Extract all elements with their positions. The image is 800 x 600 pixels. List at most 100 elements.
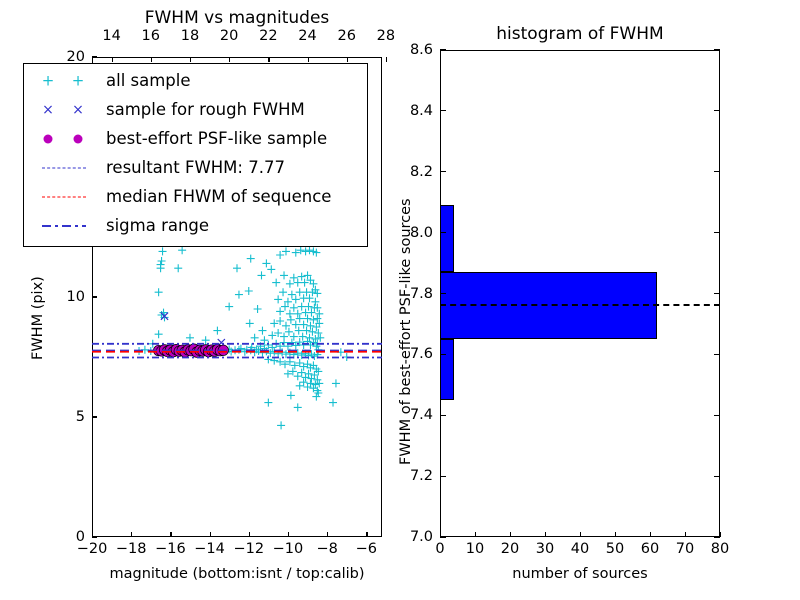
left-xtick-bottom-6: −8 [316, 541, 338, 557]
left-xtick-top-3: 20 [219, 28, 239, 44]
left-xtick-mark-top-2 [189, 57, 192, 62]
right-ylabel: FWHM of best-effort PSF-like sources [398, 198, 414, 465]
right-xtick-mark-2 [510, 532, 512, 537]
legend-entry-5[interactable]: sigma range [30, 213, 209, 239]
right-xtick-mark-5 [615, 532, 617, 537]
left-ylabel: FWHM (pix) [30, 276, 46, 360]
right-ytick-4: 7.8 [409, 285, 433, 302]
legend-entry-4[interactable]: median FHWM of sequence [30, 184, 331, 210]
right-xtick-mark-7 [685, 532, 687, 537]
right-xtick-mark-6 [650, 532, 652, 537]
left-xtick-top-1: 16 [141, 28, 161, 44]
left-xtick-mark-bottom-5 [287, 532, 290, 537]
right-panel-title: histogram of FWHM [496, 24, 664, 44]
right-xtick-1: 10 [465, 541, 485, 557]
right-xtick-mark-1 [475, 532, 477, 537]
dashdot-line-icon [42, 225, 86, 227]
legend-entry-0[interactable]: + + all sample [30, 68, 191, 94]
left-xtick-top-0: 14 [102, 28, 121, 44]
right-ytick-mark-r-2 [714, 414, 720, 416]
right-ytick-5: 8.0 [409, 224, 433, 241]
right-ytick-1: 7.2 [409, 468, 433, 485]
cross-icon: × [42, 102, 54, 118]
left-xtick-top-5: 24 [298, 28, 317, 44]
legend: + + all sample × × sample for rough FWHM best-… [23, 63, 368, 247]
left-xtick-mark-bottom-3 [209, 532, 211, 537]
legend-label: median FHWM of sequence [106, 187, 332, 206]
right-ytick-7: 8.4 [409, 102, 433, 119]
legend-marker-dot-icon [30, 126, 106, 152]
right-ytick-mark-r-6 [714, 171, 720, 173]
right-ytick-mark-5 [440, 232, 446, 234]
left-xtick-bottom-1: −18 [115, 541, 147, 557]
right-ytick-mark-r-0 [714, 536, 720, 538]
right-ytick-3: 7.6 [409, 346, 433, 363]
right-ytick-8: 8.6 [409, 42, 433, 58]
right-ytick-mark-r-4 [714, 292, 720, 295]
right-ytick-mark-r-7 [714, 110, 720, 112]
series-best-effort-PSF-like-sample [153, 343, 229, 358]
left-xtick-mark-top-7 [385, 57, 388, 62]
right-ytick-mark-4 [440, 292, 446, 295]
right-xtick-2: 20 [500, 541, 520, 557]
legend-marker-cross-icon: × × [30, 97, 106, 123]
left-xtick-mark-top-4 [268, 57, 270, 62]
legend-marker-dashed-icon [30, 184, 106, 210]
left-xtick-mark-top-0 [111, 57, 113, 62]
right-xtick-4: 40 [570, 541, 590, 557]
histogram-bar-2 [440, 205, 454, 273]
legend-entry-2[interactable]: best-effort PSF-like sample [30, 126, 327, 152]
dot-icon [43, 134, 53, 144]
legend-entry-3[interactable]: resultant FWHM: 7.77 [30, 155, 285, 181]
left-xtick-mark-bottom-6 [327, 532, 329, 537]
left-ytick-mark-0 [92, 536, 97, 538]
left-ytick-0: 0 [75, 529, 85, 545]
histogram-median-line [440, 304, 720, 307]
left-ytick-3: 20 [66, 49, 85, 65]
legend-label: sample for rough FWHM [106, 100, 305, 119]
left-ytick-1: 5 [75, 409, 85, 425]
right-xtick-7: 70 [675, 541, 695, 557]
left-xtick-bottom-7: −6 [355, 541, 377, 557]
legend-entry-1[interactable]: × × sample for rough FWHM [30, 97, 305, 123]
left-xtick-mark-top-5 [307, 57, 309, 62]
plus-icon: + [41, 71, 55, 90]
right-ytick-2: 7.4 [409, 407, 433, 424]
left-xtick-bottom-4: −12 [233, 541, 265, 557]
left-ytick-mark-1 [92, 416, 97, 418]
right-xtick-mark-0 [440, 532, 442, 537]
plus-icon: + [71, 71, 85, 90]
left-xtick-mark-top-3 [229, 57, 231, 62]
right-ytick-mark-8 [440, 49, 446, 51]
right-ytick-6: 8.2 [409, 163, 433, 180]
right-ytick-mark-0 [440, 536, 446, 538]
right-xtick-8: 80 [710, 541, 730, 557]
left-xtick-top-6: 26 [337, 28, 356, 44]
left-xtick-mark-bottom-2 [170, 532, 172, 537]
right-xlabel: number of sources [512, 566, 648, 582]
left-xtick-top-4: 22 [259, 28, 278, 44]
histogram-bar-0 [440, 339, 454, 401]
right-xtick-3: 30 [535, 541, 555, 557]
left-xtick-bottom-5: −10 [272, 541, 304, 557]
legend-label: all sample [106, 71, 191, 90]
left-xtick-mark-bottom-1 [131, 532, 133, 537]
left-xlabel: magnitude (bottom:isnt / top:calib) [109, 566, 365, 582]
right-ytick-mark-6 [440, 171, 446, 173]
right-ytick-mark-7 [440, 110, 446, 112]
right-ytick-mark-r-1 [714, 475, 720, 477]
legend-label: best-effort PSF-like sample [106, 129, 328, 148]
left-ytick-mark-2 [92, 296, 97, 298]
left-ytick-mark-3 [92, 56, 97, 58]
left-xtick-mark-bottom-7 [366, 532, 368, 537]
right-xtick-mark-4 [580, 532, 582, 537]
legend-label: resultant FWHM: 7.77 [106, 158, 285, 177]
right-ytick-0: 7.0 [409, 529, 433, 545]
right-ytick-mark-r-8 [714, 49, 720, 51]
dot-icon [73, 134, 83, 144]
scatter-series-group [92, 67, 382, 430]
left-ytick-2: 10 [66, 289, 85, 305]
left-xtick-mark-bottom-4 [248, 532, 250, 537]
legend-marker-plus-icon: + + [30, 68, 106, 94]
